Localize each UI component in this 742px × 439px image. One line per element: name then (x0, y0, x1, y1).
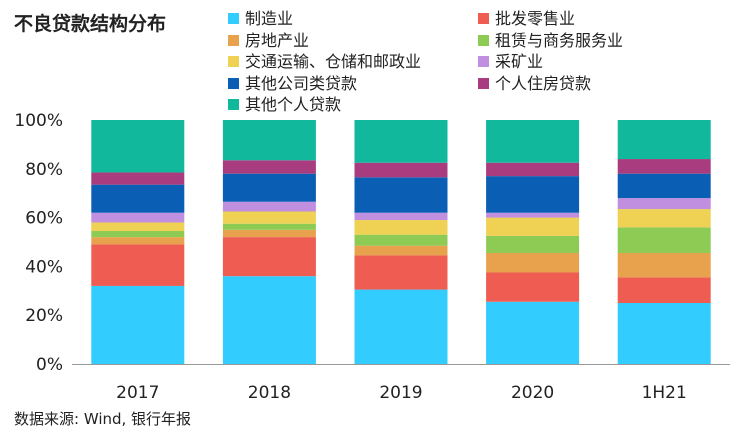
bar-segment (91, 237, 185, 245)
bar-segment (617, 159, 711, 174)
bar-segment (222, 120, 316, 161)
bar-segment (617, 252, 711, 278)
bar-segment (222, 276, 316, 364)
bar-segment (91, 120, 185, 173)
source-note: 数据来源: Wind, 银行年报 (14, 410, 192, 428)
bar-segment (91, 184, 185, 213)
bar-segment (222, 173, 316, 202)
legend-label: 房地产业 (245, 30, 310, 50)
legend-swatch (478, 34, 489, 46)
legend-swatch (228, 13, 239, 24)
legend-item: 房地产业 (228, 30, 309, 51)
legend-item: 批发零售业 (478, 8, 575, 29)
legend-swatch (228, 77, 239, 89)
y-tick-label: 100% (14, 111, 63, 131)
legend-label: 制造业 (245, 9, 294, 28)
bar-segment (617, 173, 711, 199)
bar-segment (222, 237, 316, 277)
legend-swatch (228, 34, 239, 46)
x-tick-label: 2019 (379, 383, 422, 403)
legend-item: 交通运输、仓储和邮政业 (228, 51, 421, 72)
x-tick-label: 1H21 (642, 383, 687, 403)
bar-segment (91, 212, 185, 223)
legend-item: 其他公司类贷款 (228, 73, 357, 94)
y-tick-label: 40% (25, 257, 63, 277)
bar-segment (486, 217, 580, 236)
chart-title: 不良贷款结构分布 (14, 13, 167, 35)
bar-segment (91, 231, 185, 238)
bar-segment (91, 285, 185, 364)
bar-segment (222, 229, 316, 238)
x-tick-label: 2018 (248, 383, 291, 403)
bar-segment (486, 176, 580, 213)
bar-segment (354, 220, 448, 235)
bar-segment (354, 212, 448, 221)
bar-segment (354, 120, 448, 163)
legend-swatch (478, 77, 489, 89)
legend-item: 制造业 (228, 8, 293, 29)
bar-segment (617, 120, 711, 160)
bar-segment (222, 223, 316, 230)
bar-segment (91, 172, 185, 185)
bar-segment (91, 244, 185, 286)
legend-item: 租赁与商务服务业 (478, 30, 623, 51)
bar-segment (617, 277, 711, 303)
bar-segment (617, 209, 711, 228)
bar-segment (222, 201, 316, 212)
legend-label: 个人住房贷款 (495, 73, 592, 93)
legend-swatch (228, 56, 239, 67)
bar-segment (617, 198, 711, 210)
legend-swatch (478, 13, 489, 24)
legend-label: 其他个人贷款 (245, 95, 342, 114)
bar-segment (354, 234, 448, 246)
bar-segment (354, 177, 448, 213)
bar-segment (617, 227, 711, 253)
x-tick-label: 2017 (116, 383, 159, 403)
bar-segment (354, 162, 448, 178)
legend-item: 其他个人贷款 (228, 94, 341, 115)
x-tick-label: 2020 (511, 383, 554, 403)
bar-segment (222, 160, 316, 174)
bar-segment (486, 212, 580, 218)
bar-segment (486, 235, 580, 253)
y-tick-label: 0% (36, 355, 63, 375)
bar-segment (486, 252, 580, 273)
bar-segment (486, 301, 580, 364)
bar-segment (354, 245, 448, 256)
legend-label: 交通运输、仓储和邮政业 (245, 52, 422, 71)
bar-segment (486, 162, 580, 177)
bar-segment (91, 222, 185, 232)
bar-segment (354, 255, 448, 290)
legend-label: 批发零售业 (495, 9, 576, 28)
bar-segment (354, 289, 448, 364)
legend-label: 租赁与商务服务业 (495, 30, 624, 50)
bar-segment (222, 211, 316, 224)
legend-item: 采矿业 (478, 51, 543, 72)
bar-segment (486, 120, 580, 163)
bar-segment (617, 303, 711, 364)
bar-segment (486, 272, 580, 302)
y-tick-label: 80% (25, 160, 63, 180)
legend-swatch (228, 99, 239, 110)
legend-label: 采矿业 (495, 52, 544, 71)
legend-item: 个人住房贷款 (478, 73, 591, 94)
legend-swatch (478, 56, 489, 67)
y-tick-label: 20% (25, 306, 63, 326)
y-tick-label: 60% (25, 209, 63, 229)
legend-label: 其他公司类贷款 (245, 73, 358, 93)
